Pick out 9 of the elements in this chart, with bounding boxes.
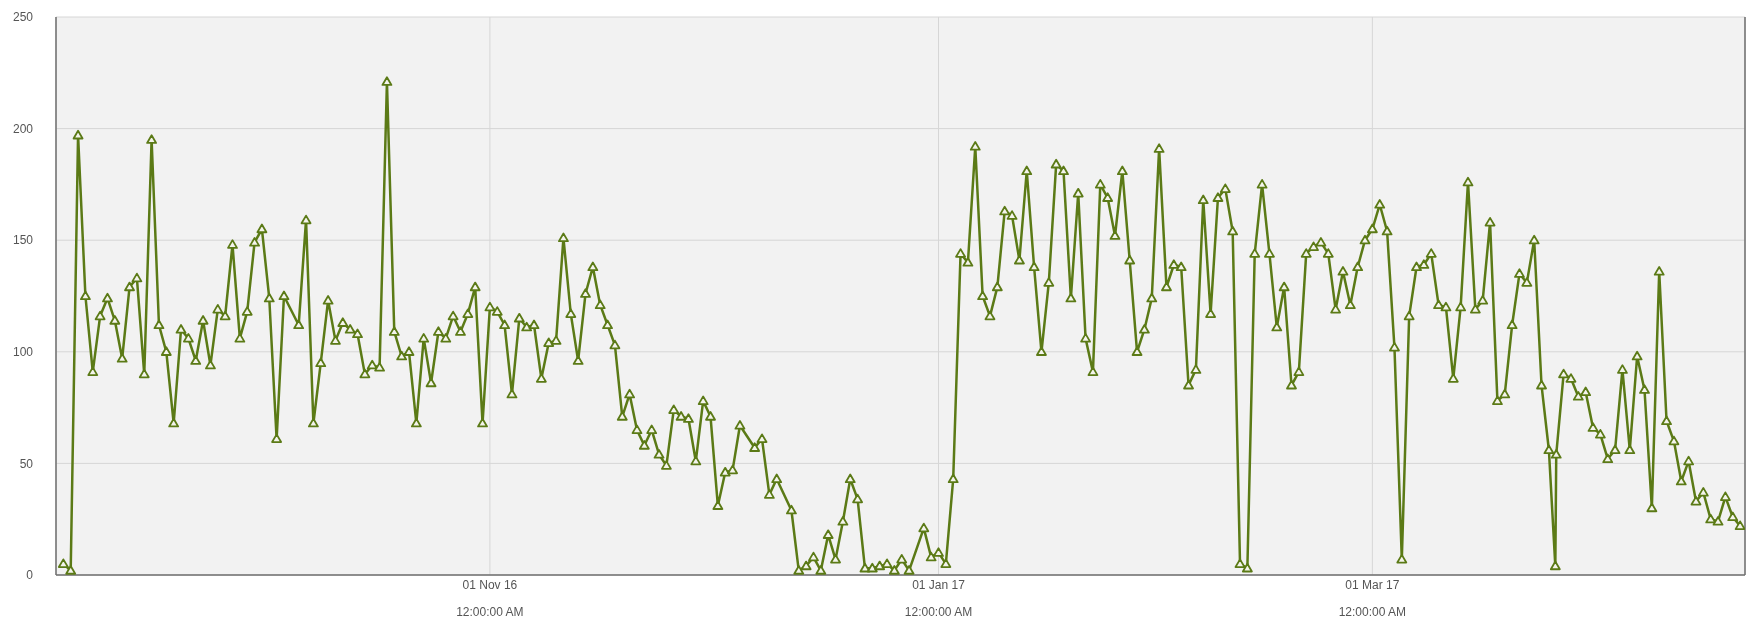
y-tick-label: 50: [19, 456, 34, 471]
y-tick-label: 0: [26, 568, 34, 583]
x-tick-label: 01 Nov 16 12:00:00 AM: [456, 578, 524, 618]
y-tick-label: 100: [12, 345, 34, 359]
y-tick-label: 250: [12, 10, 34, 25]
y-tick-label: 150: [12, 233, 34, 248]
y-tick-label: 200: [12, 121, 34, 136]
x-tick-label: 01 Jan 17 12:00:00 AM: [904, 578, 973, 618]
x-tick-label: 01 Mar 17 12:00:00 AM: [1338, 578, 1407, 618]
